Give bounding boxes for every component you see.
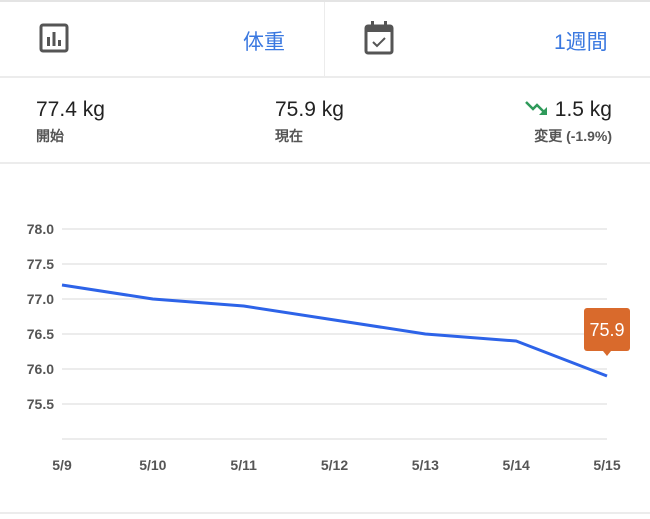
x-tick-label: 5/11	[230, 457, 257, 473]
y-tick-label: 77.0	[27, 291, 54, 307]
current-label: 現在	[275, 126, 344, 146]
current-value: 75.9 kg	[275, 98, 344, 122]
x-tick-label: 5/9	[52, 457, 72, 473]
stats-summary: 77.4 kg 開始 75.9 kg 現在 1.5 kg 変更 (-1.9%)	[0, 78, 650, 164]
y-tick-label: 78.0	[27, 221, 54, 237]
y-tick-label: 75.5	[27, 396, 54, 412]
period-selector[interactable]: 1週間	[325, 2, 650, 76]
stat-change: 1.5 kg 変更 (-1.9%)	[525, 98, 612, 146]
toolbar: 体重 1週間	[0, 2, 650, 78]
stat-current: 75.9 kg 現在	[275, 98, 344, 146]
y-tick-label: 77.5	[27, 256, 54, 272]
weight-chart: 78.0 77.5 77.0 76.5 76.0 75.5 5/9 5/10 5/11 5/12 5…	[0, 164, 650, 514]
change-label: 変更 (-1.9%)	[525, 126, 612, 146]
trend-down-icon	[525, 99, 549, 117]
period-label: 1週間	[554, 26, 608, 56]
metric-selector[interactable]: 体重	[0, 2, 325, 76]
y-tick-label: 76.0	[27, 361, 54, 377]
x-tick-label: 5/15	[593, 457, 620, 473]
value-callout-label: 75.9	[589, 320, 624, 340]
value-callout-pointer	[603, 351, 611, 356]
calendar-check-icon	[363, 20, 395, 56]
bar-chart-icon	[38, 22, 70, 54]
x-tick-label: 5/12	[321, 457, 348, 473]
start-label: 開始	[36, 126, 105, 146]
x-tick-label: 5/10	[139, 457, 166, 473]
start-value: 77.4 kg	[36, 98, 105, 122]
x-tick-label: 5/13	[412, 457, 439, 473]
bottom-divider	[0, 512, 650, 514]
y-tick-label: 76.5	[27, 326, 54, 342]
change-value: 1.5 kg	[555, 98, 612, 121]
metric-label: 体重	[243, 26, 285, 56]
stat-start: 77.4 kg 開始	[36, 98, 105, 146]
chart-svg: 78.0 77.5 77.0 76.5 76.0 75.5 5/9 5/10 5/11 5/12 5…	[0, 164, 650, 514]
x-tick-label: 5/14	[503, 457, 530, 473]
